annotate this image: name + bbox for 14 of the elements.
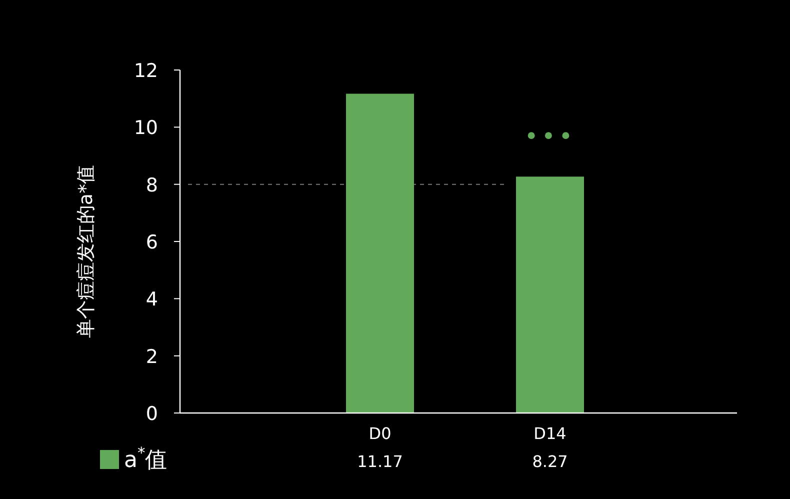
y-tick-label: 2 <box>146 346 158 368</box>
legend-label: a$^{*}$值 <box>124 444 168 473</box>
y-tick-label: 4 <box>146 288 158 311</box>
annotation: ••• <box>524 122 576 151</box>
x-tick-label: D0 <box>368 424 392 443</box>
y-axis-title: 单个痘痘发红的a*值 <box>75 164 97 338</box>
y-tick-label: 10 <box>134 117 158 140</box>
y-tick-label: 0 <box>146 403 158 425</box>
data-label: 8.27 <box>532 452 568 471</box>
y-tick-label: 12 <box>134 60 158 82</box>
x-tick-label: D14 <box>534 424 566 443</box>
y-tick-label: 8 <box>146 174 158 196</box>
data-label: 11.17 <box>357 452 403 471</box>
y-tick-label: 6 <box>146 232 158 254</box>
